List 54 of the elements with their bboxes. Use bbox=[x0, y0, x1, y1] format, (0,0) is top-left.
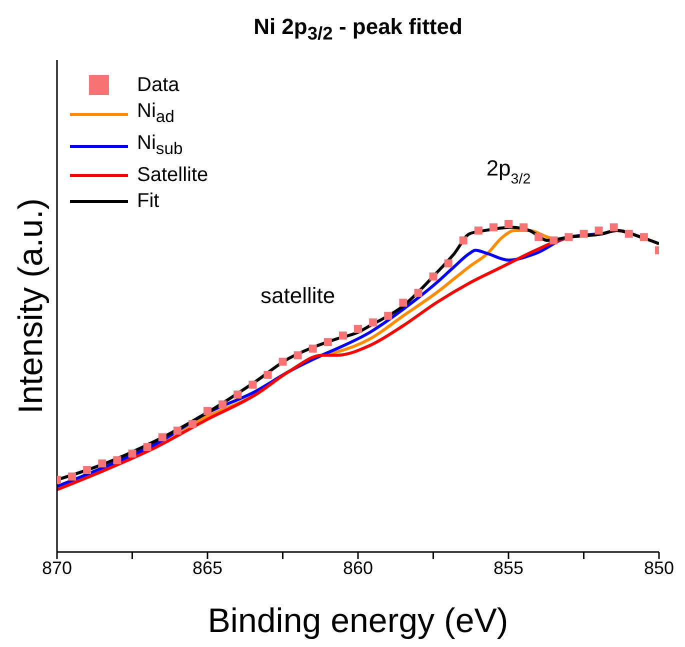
point bbox=[459, 236, 468, 244]
annotation: 2p$_{3/2}$ bbox=[486, 155, 531, 188]
point bbox=[399, 298, 408, 307]
legend-label: Data bbox=[137, 73, 180, 98]
point bbox=[489, 223, 498, 232]
point bbox=[444, 259, 452, 268]
point bbox=[520, 223, 528, 232]
x-tick-label: 855 bbox=[493, 558, 524, 578]
legend-label: Ni$_{sub}$ bbox=[137, 131, 183, 160]
point bbox=[429, 272, 438, 280]
point bbox=[234, 390, 242, 399]
point bbox=[83, 466, 92, 474]
point bbox=[218, 400, 227, 408]
point bbox=[264, 370, 272, 379]
point bbox=[188, 420, 196, 428]
point bbox=[564, 233, 573, 242]
legend-label: Satellite bbox=[137, 163, 208, 188]
point bbox=[580, 230, 588, 238]
x-tick-label: 870 bbox=[42, 558, 72, 578]
point bbox=[594, 226, 603, 235]
x-tick-label: 850 bbox=[644, 558, 674, 578]
point bbox=[173, 426, 182, 435]
x-axis-title: Binding energy (eV) bbox=[208, 602, 508, 640]
point bbox=[113, 456, 122, 464]
legend-label: Fit bbox=[137, 189, 160, 214]
point bbox=[534, 233, 543, 242]
point bbox=[143, 443, 152, 452]
point bbox=[68, 472, 76, 481]
point bbox=[278, 358, 287, 366]
point bbox=[369, 318, 378, 326]
chart-title: Ni 2p$_{3/2}$ - peak fitted bbox=[254, 14, 462, 44]
x-tick-label: 860 bbox=[342, 558, 374, 578]
point bbox=[414, 288, 422, 297]
point bbox=[504, 220, 512, 228]
annotation: satellite bbox=[260, 283, 336, 308]
point bbox=[624, 230, 633, 238]
point bbox=[308, 344, 317, 353]
point bbox=[204, 406, 212, 415]
point bbox=[384, 312, 392, 320]
point bbox=[128, 450, 136, 458]
y-axis-title: Intensity (a.u.) bbox=[12, 198, 50, 414]
point bbox=[640, 233, 648, 242]
point bbox=[610, 223, 618, 232]
point bbox=[294, 351, 302, 360]
point bbox=[338, 332, 347, 340]
point bbox=[324, 338, 332, 346]
x-tick-label: 865 bbox=[192, 558, 223, 578]
legend-label: Ni$_{ad}$ bbox=[137, 99, 174, 128]
point bbox=[98, 459, 106, 468]
point bbox=[248, 380, 257, 389]
point bbox=[550, 236, 558, 244]
point bbox=[354, 324, 362, 333]
point bbox=[158, 433, 166, 442]
point bbox=[474, 226, 482, 235]
